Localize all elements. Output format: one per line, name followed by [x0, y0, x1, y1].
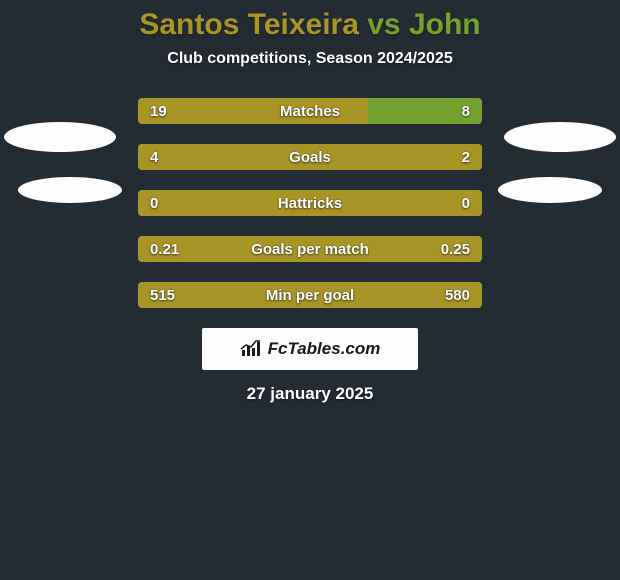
stat-value-right: 580: [445, 282, 470, 308]
stat-row: 19Matches8: [138, 98, 482, 124]
club-crest-right-1: [504, 122, 616, 152]
source-badge[interactable]: FcTables.com: [202, 328, 418, 370]
stat-value-right: 8: [462, 98, 470, 124]
stat-label: Matches: [138, 98, 482, 124]
subtitle: Club competitions, Season 2024/2025: [0, 50, 620, 68]
stat-label: Goals: [138, 144, 482, 170]
page-title: Santos Teixeira vs John: [0, 0, 620, 42]
stat-label: Goals per match: [138, 236, 482, 262]
title-player-left: Santos Teixeira: [139, 8, 359, 41]
stat-value-right: 0: [462, 190, 470, 216]
comparison-rows: 19Matches8 4Goals2 0Hattricks0 0.21Goals pe…: [138, 98, 482, 308]
stat-label: Hattricks: [138, 190, 482, 216]
title-player-right: John: [409, 8, 481, 41]
stat-value-right: 0.25: [441, 236, 470, 262]
stat-value-right: 2: [462, 144, 470, 170]
stat-row: 0Hattricks0: [138, 190, 482, 216]
stat-label: Min per goal: [138, 282, 482, 308]
stat-row: 4Goals2: [138, 144, 482, 170]
date-line: 27 january 2025: [0, 384, 620, 404]
stat-row: 515Min per goal580: [138, 282, 482, 308]
source-badge-text: FcTables.com: [268, 339, 381, 359]
club-crest-left-1: [4, 122, 116, 152]
title-vs: vs: [359, 8, 409, 41]
club-crest-right-2: [498, 177, 602, 203]
club-crest-left-2: [18, 177, 122, 203]
stat-row: 0.21Goals per match0.25: [138, 236, 482, 262]
bar-chart-icon: [240, 340, 262, 358]
